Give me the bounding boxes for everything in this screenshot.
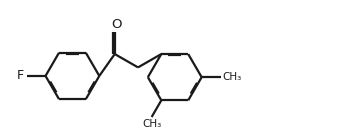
Text: CH₃: CH₃ [142,119,161,129]
Text: F: F [17,69,24,82]
Text: O: O [111,18,121,31]
Text: CH₃: CH₃ [223,72,242,82]
